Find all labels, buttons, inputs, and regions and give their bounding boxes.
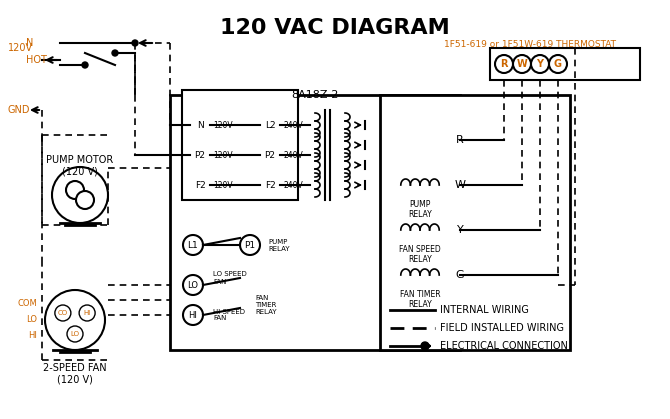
Circle shape (240, 235, 260, 255)
Circle shape (79, 305, 95, 321)
Text: 120V: 120V (213, 121, 232, 129)
Circle shape (67, 326, 83, 342)
Circle shape (183, 235, 203, 255)
Text: FAN SPEED
RELAY: FAN SPEED RELAY (399, 245, 441, 264)
Circle shape (495, 55, 513, 73)
Circle shape (449, 219, 471, 241)
Text: 120 VAC DIAGRAM: 120 VAC DIAGRAM (220, 18, 450, 38)
Circle shape (55, 305, 71, 321)
FancyBboxPatch shape (490, 48, 640, 80)
Text: CO: CO (58, 310, 68, 316)
Text: W: W (454, 180, 466, 190)
Text: LO: LO (70, 331, 80, 337)
Text: F2: F2 (265, 181, 275, 189)
Text: 120V: 120V (213, 181, 232, 189)
Circle shape (190, 115, 210, 135)
Circle shape (82, 62, 88, 68)
Text: HI SPEED
FAN: HI SPEED FAN (213, 308, 245, 321)
Text: L2: L2 (265, 121, 275, 129)
Text: 240V: 240V (283, 121, 303, 129)
Text: LO: LO (188, 280, 198, 290)
Text: 8A18Z-2: 8A18Z-2 (291, 90, 339, 100)
Bar (182, 90, 298, 200)
Text: PUMP
RELAY: PUMP RELAY (268, 238, 289, 251)
Text: LO SPEED
FAN: LO SPEED FAN (213, 272, 247, 285)
Text: FIELD INSTALLED WIRING: FIELD INSTALLED WIRING (440, 323, 564, 333)
Text: HI: HI (188, 310, 198, 320)
Text: 120V: 120V (8, 43, 33, 53)
Bar (380, 95, 570, 350)
Circle shape (449, 129, 471, 151)
Text: G: G (456, 270, 464, 280)
Text: N: N (26, 38, 34, 48)
Circle shape (66, 181, 84, 199)
Text: INTERNAL WIRING: INTERNAL WIRING (440, 305, 529, 315)
Text: R: R (500, 59, 508, 69)
Text: PUMP
RELAY: PUMP RELAY (408, 200, 432, 220)
Text: HI: HI (28, 331, 37, 340)
Circle shape (513, 55, 531, 73)
Text: P1: P1 (245, 241, 255, 249)
Circle shape (260, 175, 280, 195)
Text: FAN TIMER
RELAY: FAN TIMER RELAY (400, 290, 440, 309)
Text: 240V: 240V (283, 150, 303, 160)
Circle shape (449, 264, 471, 286)
Text: COM: COM (17, 299, 37, 308)
Text: ELECTRICAL CONNECTION: ELECTRICAL CONNECTION (440, 341, 568, 351)
Circle shape (260, 115, 280, 135)
Text: P2: P2 (194, 150, 206, 160)
Text: HOT: HOT (26, 55, 47, 65)
Circle shape (190, 175, 210, 195)
Text: F2: F2 (194, 181, 206, 189)
Circle shape (549, 55, 567, 73)
Text: 2-SPEED FAN
(120 V): 2-SPEED FAN (120 V) (43, 363, 107, 385)
Circle shape (531, 55, 549, 73)
Text: P2: P2 (265, 150, 275, 160)
Text: G: G (554, 59, 562, 69)
Bar (170, 95, 460, 350)
Circle shape (45, 290, 105, 350)
Circle shape (183, 305, 203, 325)
Text: 240V: 240V (283, 181, 303, 189)
Text: L1: L1 (188, 241, 198, 249)
Text: 120V: 120V (213, 150, 232, 160)
Circle shape (52, 167, 108, 223)
Text: LO: LO (26, 315, 37, 324)
Text: HI: HI (84, 310, 90, 316)
Text: GND: GND (8, 105, 31, 115)
Circle shape (183, 275, 203, 295)
Text: FAN
TIMER
RELAY: FAN TIMER RELAY (255, 295, 277, 315)
Text: Y: Y (457, 225, 464, 235)
Circle shape (190, 145, 210, 165)
Text: N: N (196, 121, 204, 129)
Text: PUMP MOTOR
(120 V): PUMP MOTOR (120 V) (46, 155, 114, 176)
Text: Y: Y (537, 59, 543, 69)
Circle shape (421, 342, 429, 350)
Circle shape (112, 50, 118, 56)
Circle shape (260, 145, 280, 165)
Circle shape (449, 174, 471, 196)
Circle shape (76, 191, 94, 209)
Text: 1F51-619 or 1F51W-619 THERMOSTAT: 1F51-619 or 1F51W-619 THERMOSTAT (444, 40, 616, 49)
Text: R: R (456, 135, 464, 145)
Text: W: W (517, 59, 527, 69)
Circle shape (132, 40, 138, 46)
